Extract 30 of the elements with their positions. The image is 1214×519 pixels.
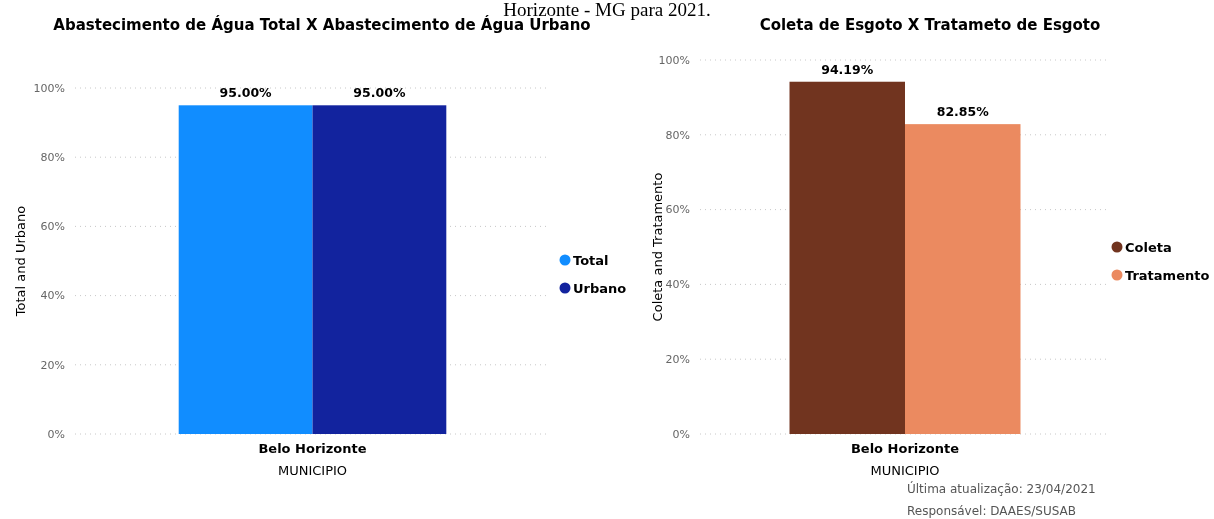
legend-label: Total (573, 252, 609, 268)
y-tick-label: 60% (665, 203, 690, 217)
y-tick-label: 80% (665, 128, 690, 142)
data-label: 82.85% (936, 104, 990, 120)
text: Responsável: DAAES/SUSAB (907, 504, 1076, 518)
legend-label: Coleta (1125, 239, 1172, 255)
y-axis-title: Total and Urbano (12, 205, 28, 318)
y-tick-label: 60% (40, 220, 65, 234)
y-tick-label: 20% (40, 358, 65, 372)
y-axis-title: Coleta and Tratamento (649, 172, 665, 322)
y-tick-label: 40% (665, 278, 690, 292)
data-label: 95.00% (219, 85, 273, 101)
y-tick-label: 0% (672, 427, 690, 441)
x-axis-title: MUNICIPIO (870, 463, 940, 478)
y-tick-label: 40% (40, 289, 65, 303)
legend-label: Tratamento (1125, 267, 1210, 283)
y-tick-label: 0% (47, 427, 65, 441)
legend-label: Urbano (573, 280, 627, 296)
x-tick-label: Belo Horizonte (850, 441, 960, 456)
y-tick-label: 100% (33, 81, 65, 95)
y-tick-label: 100% (658, 53, 690, 67)
data-label: 94.19% (821, 61, 874, 77)
chart-title: Abastecimento de Água Total X Abastecimento de Água Urbano (53, 15, 591, 34)
text: Última atualização: 23/04/2021 (907, 481, 1096, 496)
x-axis-title: MUNICIPIO (277, 463, 348, 478)
y-tick-label: 80% (40, 151, 65, 165)
data-label: 95.00% (353, 85, 406, 101)
chart-title: Coleta de Esgoto X Tratameto de Esgoto (759, 16, 1101, 34)
x-tick-label: Belo Horizonte (258, 441, 367, 456)
y-tick-label: 20% (665, 353, 690, 367)
